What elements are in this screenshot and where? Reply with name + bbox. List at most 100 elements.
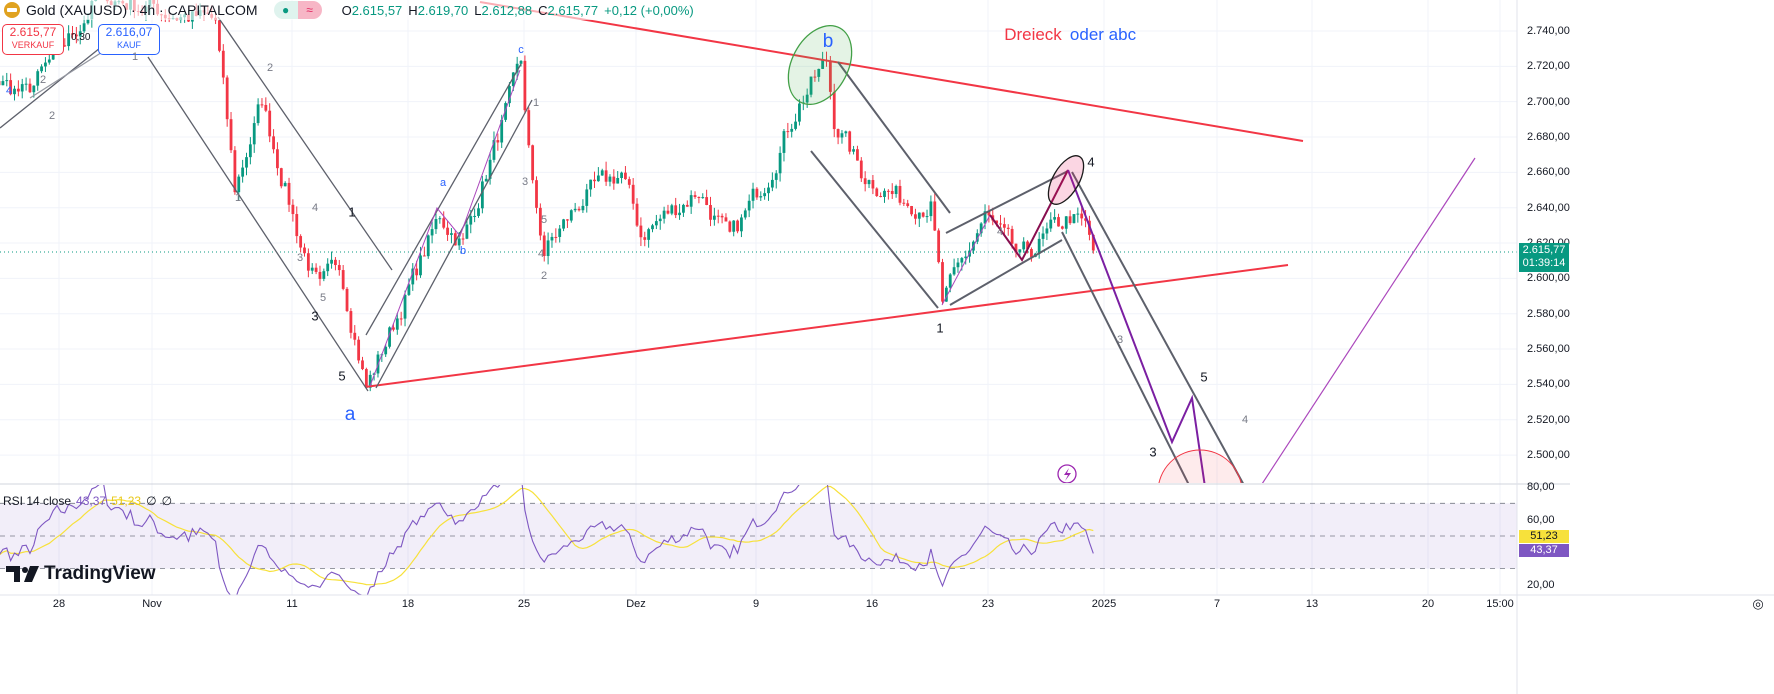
forecast-path[interactable] [1067, 169, 1206, 487]
candle-body [248, 144, 252, 158]
channel-line[interactable] [945, 170, 1069, 234]
wave-label[interactable]: 4 [1241, 414, 1249, 426]
candle-body [794, 121, 797, 129]
candle [446, 220, 449, 241]
rsi-title[interactable]: RSI 14 close [3, 494, 72, 508]
wave-label[interactable]: 5 [319, 292, 327, 304]
candle-body [542, 235, 546, 257]
candle-body [894, 185, 898, 195]
wave-label[interactable]: 3 [1116, 334, 1124, 346]
candle [627, 176, 631, 189]
wave-label[interactable]: 4 [5, 85, 13, 97]
market-open-icon[interactable]: ● [273, 1, 298, 19]
wave-label[interactable]: 2 [48, 110, 56, 122]
target-circle[interactable] [1158, 449, 1242, 534]
wave-label[interactable]: 3 [1149, 444, 1157, 460]
candle [902, 198, 906, 207]
candle-body [500, 119, 504, 143]
candle-body [1091, 234, 1095, 251]
candle [875, 187, 879, 198]
wave-label[interactable]: 2 [266, 62, 274, 74]
forecast-rise-line[interactable] [1260, 157, 1476, 487]
forecast-channel-line[interactable] [1061, 231, 1190, 487]
candle [272, 129, 275, 154]
wave-label[interactable]: 4 [1087, 154, 1095, 170]
wave-label-b[interactable]: b [822, 31, 834, 52]
wave-label-c[interactable]: c [518, 44, 524, 56]
wave-label[interactable]: 2 [540, 270, 548, 282]
wave-path[interactable] [369, 69, 521, 387]
triangle-upper-trendline[interactable] [479, 1, 1304, 142]
candle [279, 167, 283, 189]
channel-line[interactable] [375, 99, 533, 389]
candle [689, 190, 693, 214]
wave-label[interactable]: 5 [540, 214, 548, 226]
symbol-title[interactable]: Gold (XAUUSD) · 4h · CAPITALCOM [26, 2, 258, 18]
wave-label[interactable]: 5 [338, 368, 346, 384]
channel-line[interactable] [949, 239, 1063, 306]
candle-body [662, 210, 666, 219]
wave-label[interactable]: 1 [936, 320, 944, 336]
wave-label[interactable]: 1 [532, 97, 540, 109]
candle-body [1053, 217, 1057, 220]
wave-2-ellipse[interactable] [1041, 150, 1091, 210]
candle [979, 222, 983, 237]
tradingview-logo[interactable]: TradingView [6, 563, 156, 585]
wave-label[interactable]: 3 [311, 308, 319, 324]
candle [867, 179, 871, 189]
candle [24, 77, 28, 91]
candle-body [871, 180, 875, 189]
candle-body [511, 72, 515, 87]
candle-body [689, 195, 693, 207]
drawings[interactable] [0, 1, 1476, 534]
subwave-label-b[interactable]: b [459, 245, 467, 257]
channel-line[interactable] [217, 16, 393, 271]
wave-label[interactable]: 1 [234, 192, 242, 204]
wave-label[interactable]: 4 [537, 248, 545, 260]
sell-button[interactable]: 2.615,77 VERKAUF [2, 24, 64, 55]
wave-label[interactable]: 4 [996, 226, 1004, 238]
wave-label-a[interactable]: a [344, 404, 356, 425]
wave-path[interactable] [941, 214, 991, 306]
symbol-header[interactable]: Gold (XAUUSD) · 4h · CAPITALCOM ● ≈ O2.6… [4, 0, 694, 20]
wave-path[interactable] [989, 169, 1069, 262]
candle-body [322, 271, 326, 279]
candle [40, 64, 43, 74]
channel-line[interactable] [810, 150, 939, 309]
buy-button[interactable]: 2.616,07 KAUF [98, 24, 160, 55]
candle-body [63, 45, 67, 47]
channel-line[interactable] [147, 56, 369, 392]
channel-line[interactable] [0, 39, 111, 129]
candle-body [287, 182, 291, 205]
forecast-channel-line[interactable] [1071, 171, 1245, 487]
wave-label[interactable]: 4 [311, 202, 319, 214]
triangle-lower-trendline[interactable] [364, 264, 1289, 388]
candle-body [685, 204, 689, 207]
candle-body [82, 23, 86, 32]
rsi-legend[interactable]: RSI 14 close 43,37 51,23 ∅ ∅ [3, 494, 172, 508]
indicator-icon[interactable]: ≈ [297, 1, 322, 19]
wave-label[interactable]: 2 [39, 74, 47, 86]
candle-body [585, 189, 589, 206]
candle [577, 206, 581, 212]
wave-label[interactable]: 1 [348, 204, 356, 220]
status-badges[interactable]: ● ≈ [273, 1, 322, 19]
settings-eye-icon[interactable]: ◎ [1752, 596, 1764, 611]
wave-label[interactable]: 3 [521, 176, 529, 188]
candle-body [960, 258, 964, 263]
wave-label[interactable]: 1 [131, 51, 139, 63]
candle-body [848, 131, 852, 152]
wave-label[interactable]: 5 [1200, 369, 1208, 385]
wave-label[interactable]: 3 [296, 252, 304, 264]
candle [538, 203, 542, 241]
candle [921, 211, 925, 218]
wave-b-ellipse[interactable] [776, 15, 865, 115]
channel-line[interactable] [365, 63, 522, 336]
tradingview-logo-icon [6, 566, 39, 582]
annotation-oder-abc[interactable]: oder abc [1069, 25, 1137, 44]
subwave-label-a[interactable]: a [439, 177, 447, 189]
candle-body [71, 33, 74, 35]
channel-line[interactable] [837, 61, 951, 214]
annotation-dreieck[interactable]: Dreieck [1004, 25, 1062, 44]
